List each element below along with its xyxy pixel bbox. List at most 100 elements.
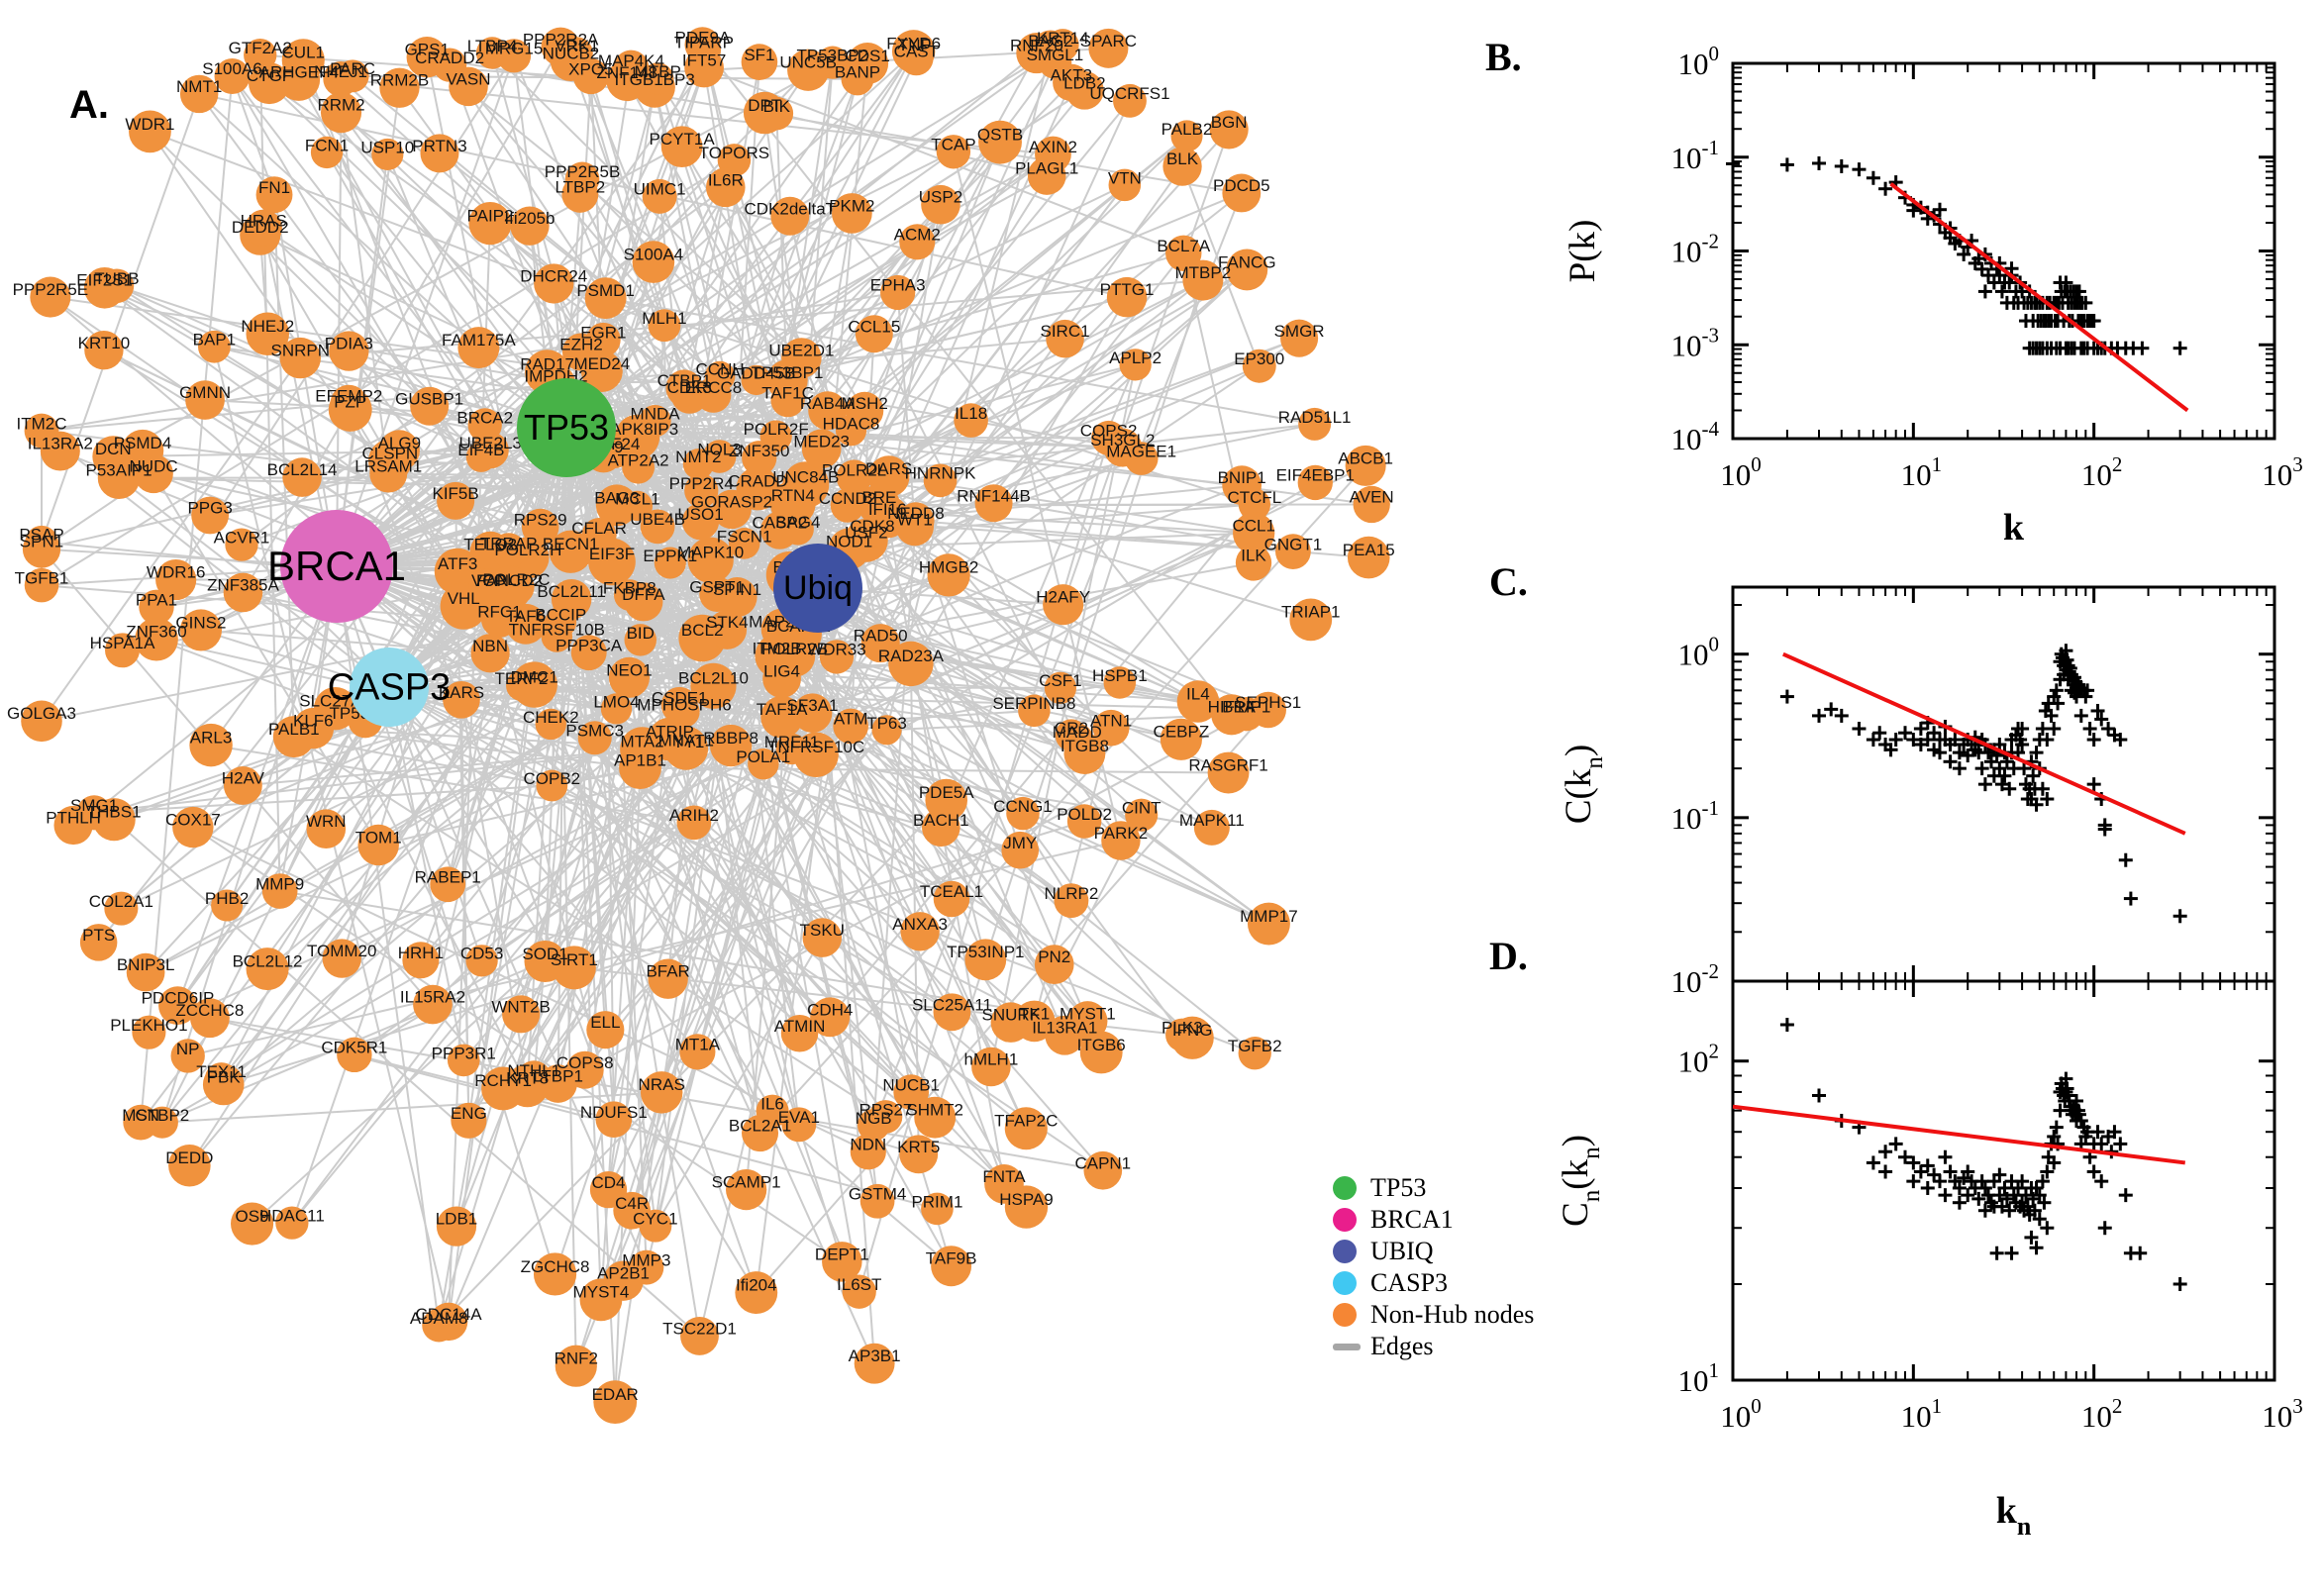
network-edge	[426, 56, 530, 558]
network-node-label: WDR1	[125, 115, 174, 134]
network-node	[642, 178, 677, 214]
network-node-label: TNF	[898, 36, 931, 54]
network-node-label: BAG2	[1028, 32, 1072, 50]
network-node-label: NUCB2	[543, 44, 600, 62]
network-node-label: NHEJ1	[314, 62, 367, 81]
legend-item-label: Edges	[1370, 1332, 1434, 1360]
network-node-label: COPB2	[523, 769, 580, 788]
network-node	[245, 209, 282, 248]
tick-label: 10-2	[1671, 230, 1720, 269]
network-node-label: TK1	[1019, 1004, 1050, 1023]
legend-node-swatch	[1333, 1240, 1357, 1263]
network-node-label: USO1	[677, 505, 723, 524]
network-node	[1063, 733, 1106, 775]
network-node	[1347, 536, 1390, 579]
tick-label: 103	[2262, 1394, 2303, 1434]
network-edge	[293, 736, 886, 1118]
network-edge	[273, 194, 295, 738]
network-node-label: MT1A	[675, 1036, 721, 1054]
network-node-label: NEDD8	[887, 504, 945, 523]
network-node	[83, 266, 126, 309]
network-node-label: MNDA	[631, 405, 681, 424]
network-edge	[188, 487, 759, 1166]
network-node-label: USF2	[845, 524, 887, 543]
network-node-label: WNT2B	[491, 997, 551, 1016]
network-node	[743, 91, 786, 135]
network-node-label: TSKU	[800, 921, 845, 940]
network-node-label: PLEKHO1	[110, 1016, 187, 1035]
network-node-label: THBS1	[87, 803, 142, 822]
network-node	[640, 1071, 683, 1114]
network-node-label: CTBP2	[135, 1106, 189, 1125]
network-node-label: WT1	[897, 510, 933, 529]
network-node-label: PTHLH	[46, 809, 101, 828]
network-node	[850, 1134, 886, 1170]
network-node	[172, 806, 214, 848]
network-node-label: TELO2	[463, 535, 517, 553]
network-node	[978, 120, 1022, 164]
network-node-label: C4R	[615, 1194, 649, 1213]
panel-label-d: D.	[1489, 934, 1528, 978]
network-node	[1046, 319, 1084, 358]
network-node	[282, 457, 322, 497]
network-node	[328, 387, 372, 432]
network-node-label: MED24	[574, 354, 631, 373]
network-node-label: IL18	[955, 404, 987, 423]
network-node-label: BCL2L10	[678, 668, 749, 687]
network-node	[648, 958, 688, 999]
network-node-label: XPO5	[568, 59, 613, 78]
network-node	[640, 509, 675, 545]
network-node	[622, 450, 656, 484]
network-node-label: PDCD5	[1213, 176, 1270, 195]
network-node-label: MTBP	[635, 62, 681, 81]
network-node	[336, 59, 369, 93]
network-node-label: LTBP2	[555, 178, 605, 197]
network-node-label: DMC1	[511, 667, 558, 686]
network-node-label: PPP2R2A	[523, 30, 599, 49]
network-node-label: MED23	[793, 432, 850, 450]
network-node-label: HSPB1	[1092, 666, 1148, 685]
network-node-label: EIF4B	[457, 441, 504, 459]
network-node	[329, 331, 369, 371]
network-edge	[293, 736, 553, 787]
network-node	[660, 126, 703, 168]
network-node	[231, 1202, 274, 1246]
network-node	[139, 589, 174, 625]
network-node-label: Ifi205b	[504, 209, 555, 228]
network-edge	[701, 44, 1233, 716]
network-edge	[41, 158, 735, 586]
network-node-label: ACM2	[894, 225, 941, 244]
network-edge	[161, 1091, 662, 1124]
network-node-label: DARS	[865, 459, 912, 478]
network-node-label: HRAS	[241, 211, 287, 230]
hub-node-casp3	[350, 648, 429, 727]
network-node-label: BCL2A1	[729, 1117, 791, 1136]
network-node-label: SF3A1	[787, 696, 839, 715]
network-edge	[812, 712, 1269, 925]
network-edge	[427, 55, 1242, 194]
network-edge	[638, 153, 1055, 469]
network-node-label: VCP	[471, 571, 506, 590]
network-node-label: PLK3	[1162, 1019, 1203, 1038]
network-node-label: ATP2A2	[608, 451, 669, 470]
network-node	[155, 558, 197, 601]
network-node-label: CD53	[460, 945, 503, 963]
network-node	[741, 364, 771, 396]
network-node-label: PSAP	[19, 526, 63, 545]
network-node-label: HIF1A	[1208, 698, 1257, 717]
plot-points	[1779, 1017, 2187, 1291]
network-node-label: NUDC	[130, 456, 178, 475]
network-node-label: POLR2L	[822, 460, 886, 479]
network-node	[793, 732, 839, 777]
network-edge	[526, 748, 687, 1086]
network-edge	[231, 75, 275, 196]
network-node-label: TSC22D1	[662, 1319, 737, 1338]
network-node	[357, 824, 399, 866]
network-edge	[654, 543, 746, 1227]
network-node	[1054, 883, 1089, 919]
network-node-label: TP53BP1	[752, 363, 824, 382]
network-edge	[243, 748, 643, 787]
network-node-label: GUSBP1	[395, 389, 463, 408]
network-node	[1233, 512, 1275, 554]
network-node-label: DEDD2	[232, 218, 289, 237]
